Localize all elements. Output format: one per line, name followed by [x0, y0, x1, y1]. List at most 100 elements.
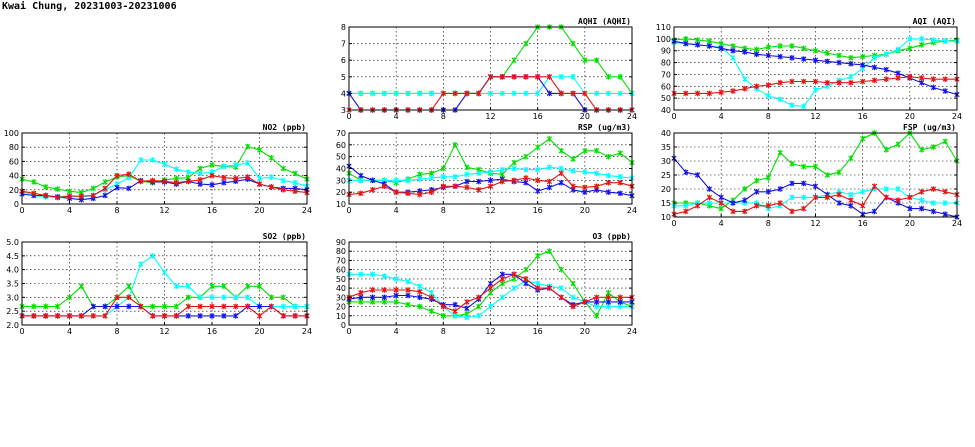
- data-point: [197, 303, 203, 310]
- data-point: [535, 166, 541, 173]
- data-point: [78, 193, 84, 199]
- x-tick-label: 24: [952, 219, 962, 228]
- x-tick-label: 12: [485, 327, 495, 336]
- data-point: [789, 102, 795, 109]
- data-point: [718, 194, 724, 201]
- x-tick-label: 8: [114, 206, 119, 215]
- chart-title: NO2 (ppb): [263, 123, 306, 132]
- data-point: [440, 183, 446, 190]
- data-point: [268, 174, 274, 180]
- data-point: [523, 74, 529, 80]
- x-tick-label: 20: [580, 327, 590, 336]
- data-point: [824, 194, 830, 201]
- data-point: [742, 76, 748, 82]
- data-point: [393, 287, 399, 293]
- chart-fsp: 10 15 20 25 30 35 40 0 4 8 12 16 20 24 FSP (ug/m3): [661, 123, 962, 228]
- data-point: [499, 178, 505, 185]
- data-point: [102, 313, 108, 319]
- x-tick-label: 16: [858, 112, 868, 121]
- data-point: [617, 150, 623, 156]
- data-point: [499, 90, 505, 97]
- data-point: [801, 205, 807, 212]
- x-tick-label: 20: [580, 206, 590, 215]
- data-point: [221, 283, 227, 290]
- data-point: [812, 183, 819, 189]
- data-point: [358, 177, 364, 184]
- data-point: [848, 55, 854, 61]
- data-point: [789, 55, 795, 61]
- data-point: [464, 314, 470, 321]
- data-point: [683, 203, 689, 209]
- data-point: [605, 74, 612, 80]
- data-point: [523, 266, 529, 273]
- y-tick-label: 10: [661, 213, 671, 222]
- data-point: [907, 205, 913, 212]
- data-point: [90, 185, 96, 192]
- x-tick-label: 8: [114, 327, 119, 336]
- data-point: [801, 163, 807, 170]
- data-point: [883, 66, 889, 73]
- data-point: [605, 179, 612, 186]
- data-point: [942, 200, 948, 206]
- data-point: [405, 301, 411, 308]
- x-tick-label: 0: [346, 112, 351, 121]
- data-point: [570, 156, 576, 162]
- x-tick-label: 8: [441, 327, 446, 336]
- data-point: [440, 90, 446, 97]
- data-point: [895, 141, 901, 147]
- data-point: [570, 168, 576, 174]
- data-point: [594, 147, 600, 154]
- data-point: [417, 294, 423, 301]
- chart-aqhi: 3 4 5 6 7 8 0 4 8 12 16 20 24 AQHI (AQHI): [341, 17, 637, 121]
- data-point: [369, 287, 376, 293]
- data-point: [369, 271, 376, 278]
- data-point: [464, 184, 470, 191]
- x-tick-label: 0: [19, 206, 24, 215]
- data-point: [535, 285, 541, 291]
- data-point: [31, 179, 37, 185]
- data-point: [871, 77, 878, 84]
- data-point: [114, 303, 120, 310]
- data-point: [535, 90, 541, 97]
- y-tick-label: 20: [9, 186, 19, 195]
- y-tick-label: 40: [661, 129, 671, 138]
- x-tick-label: 16: [858, 219, 868, 228]
- data-point: [617, 190, 623, 197]
- data-point: [753, 83, 760, 90]
- data-point: [848, 60, 854, 67]
- data-point: [683, 40, 689, 47]
- y-tick-label: 110: [656, 23, 671, 32]
- data-point: [31, 313, 37, 319]
- x-tick-label: 4: [394, 112, 399, 121]
- data-point: [209, 303, 215, 310]
- data-point: [256, 181, 263, 187]
- data-point: [55, 194, 61, 201]
- data-point: [233, 303, 239, 310]
- data-point: [476, 312, 482, 319]
- data-point: [848, 74, 854, 80]
- data-point: [43, 303, 49, 310]
- data-point: [369, 90, 376, 97]
- x-tick-label: 16: [533, 327, 543, 336]
- data-point: [570, 280, 576, 287]
- data-point: [417, 191, 423, 198]
- x-tick-label: 12: [810, 112, 820, 121]
- y-tick-label: 70: [336, 256, 346, 265]
- data-point: [268, 294, 274, 301]
- data-point: [558, 170, 564, 177]
- data-point: [594, 312, 600, 319]
- x-tick-label: 8: [766, 219, 771, 228]
- data-point: [428, 170, 435, 177]
- data-point: [464, 299, 470, 305]
- data-point: [777, 96, 783, 103]
- data-point: [895, 186, 901, 192]
- data-point: [245, 160, 251, 166]
- data-point: [358, 90, 364, 97]
- data-point: [209, 162, 215, 168]
- data-point: [706, 186, 712, 192]
- data-point: [765, 92, 771, 99]
- data-point: [801, 180, 807, 187]
- data-point: [706, 90, 712, 97]
- y-tick-label: 60: [336, 141, 346, 150]
